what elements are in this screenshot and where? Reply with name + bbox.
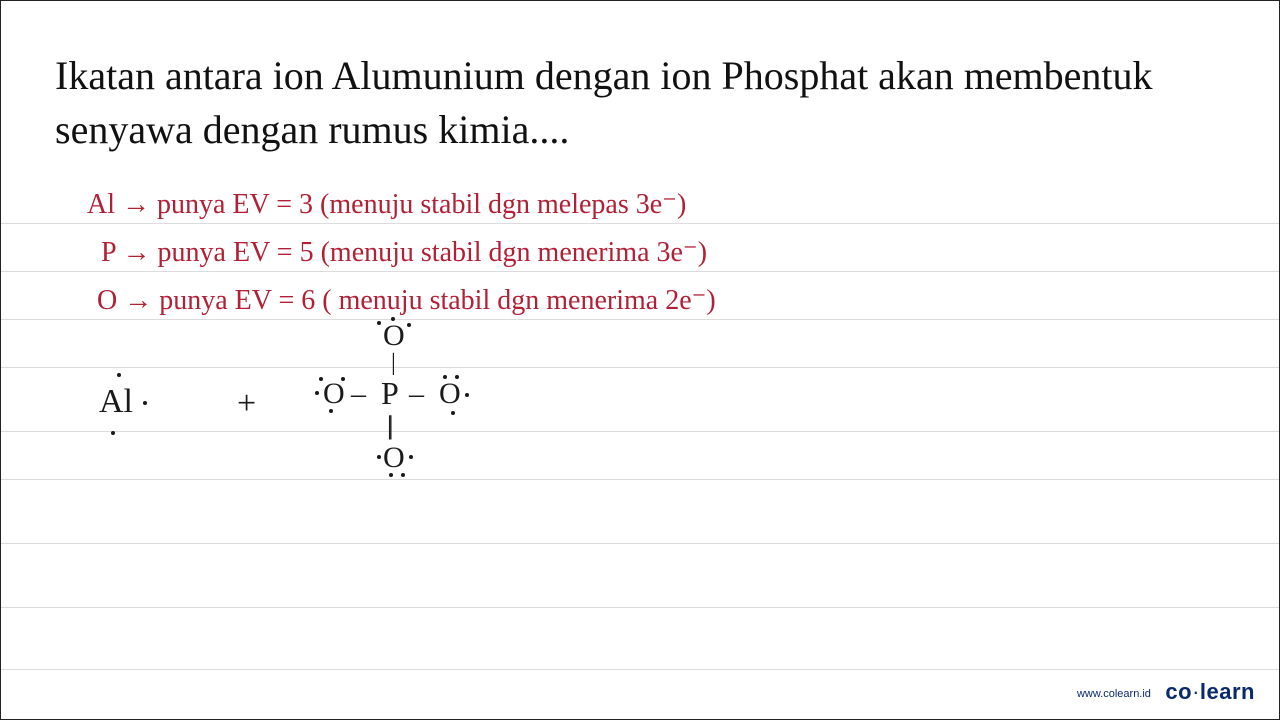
hand-line-3: O → punya EV = 6 ( menuju stabil dgn men… (97, 287, 716, 315)
hand-el-1: Al (87, 189, 115, 220)
al-dot (111, 431, 115, 435)
lone-pair-dot (377, 455, 381, 459)
question-text: Ikatan antara ion Alumunium dengan ion P… (55, 49, 1225, 157)
brand-mid: · (1192, 679, 1200, 704)
bond-bottom-double: || (387, 413, 389, 439)
brand-post: learn (1200, 679, 1255, 704)
lewis-al: Al (93, 371, 173, 451)
hand-rest-2: → punya EV = 5 (menuju stabil dgn meneri… (116, 237, 708, 268)
lewis-phosphate: O | O – P – O || O (301, 321, 521, 501)
rule-line (1, 367, 1279, 368)
atom-O-left: O (323, 379, 345, 409)
al-dot (117, 373, 121, 377)
hand-line-2: P → punya EV = 5 (menuju stabil dgn mene… (101, 239, 707, 267)
lone-pair-dot (377, 321, 381, 325)
lone-pair-dot (451, 411, 455, 415)
lone-pair-dot (315, 391, 319, 395)
atom-P: P (381, 377, 399, 409)
rule-line (1, 669, 1279, 670)
lewis-al-symbol: Al (99, 385, 133, 419)
atom-O-top: O (383, 321, 405, 351)
hand-rest-3: → punya EV = 6 ( menuju stabil dgn mener… (117, 285, 716, 316)
bond-right: – (409, 379, 424, 409)
rule-line (1, 431, 1279, 432)
lone-pair-dot (319, 377, 323, 381)
rule-line (1, 607, 1279, 608)
bond-top: | (391, 351, 396, 375)
hand-line-1: Al → punya EV = 3 (menuju stabil dgn mel… (87, 191, 686, 219)
footer: www.colearn.id co·learn (1077, 679, 1255, 705)
rule-line (1, 319, 1279, 320)
page: Ikatan antara ion Alumunium dengan ion P… (0, 0, 1280, 720)
bond-left: – (351, 379, 366, 409)
lone-pair-dot (329, 409, 333, 413)
lone-pair-dot (389, 473, 393, 477)
lone-pair-dot (341, 377, 345, 381)
rule-line (1, 223, 1279, 224)
lone-pair-dot (407, 323, 411, 327)
lone-pair-dot (409, 455, 413, 459)
rule-line (1, 543, 1279, 544)
atom-O-right: O (439, 379, 461, 409)
al-dot (143, 401, 147, 405)
hand-el-2: P (101, 237, 116, 268)
lone-pair-dot (443, 375, 447, 379)
rule-line (1, 479, 1279, 480)
footer-url: www.colearn.id (1077, 688, 1151, 700)
lone-pair-dot (401, 473, 405, 477)
hand-rest-1: → punya EV = 3 (menuju stabil dgn melepa… (115, 189, 686, 220)
atom-O-bottom: O (383, 443, 405, 473)
brand-pre: co (1165, 679, 1192, 704)
hand-el-3: O (97, 285, 117, 316)
footer-brand: co·learn (1165, 679, 1255, 704)
plus-sign: + (237, 387, 256, 421)
lone-pair-dot (465, 393, 469, 397)
lone-pair-dot (391, 317, 395, 321)
lone-pair-dot (455, 375, 459, 379)
rule-line (1, 271, 1279, 272)
